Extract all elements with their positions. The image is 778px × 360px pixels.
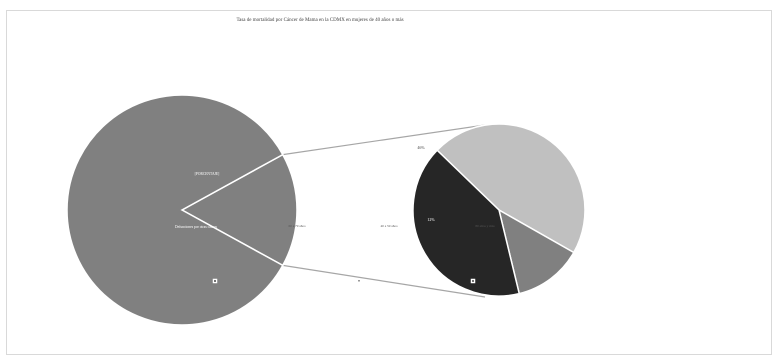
connector-line-bottom bbox=[282, 264, 486, 298]
connector-line-top bbox=[282, 124, 486, 156]
category-label-80-anos-y-mas: 80 años y más bbox=[475, 224, 495, 228]
category-label-60-a-79-anos: 60 a 79 años bbox=[288, 224, 306, 228]
secondary-pie-slice-60-a-79-anos[interactable] bbox=[497, 208, 575, 295]
data-label-80-anos-y-mas: 12% bbox=[427, 217, 435, 222]
data-label-40-a-59-anos: 46% bbox=[417, 145, 425, 150]
secondary-pie-slice-80-anos-y-mas[interactable] bbox=[412, 149, 521, 297]
main-pie-label-porcentaje: [PORCENTAJE] bbox=[195, 172, 220, 176]
chart-title: Tasa de mortalidad por Cáncer de Mama en… bbox=[236, 18, 404, 23]
connector-lines bbox=[282, 124, 486, 298]
connector-handle[interactable] bbox=[358, 280, 360, 282]
main-pie-label-defunciones-por-otras-causas: Defunciones por otras causas bbox=[175, 225, 218, 229]
pie-labels: [PORCENTAJE] Defunciones por otras causas… bbox=[175, 145, 495, 229]
main-pie-slice-porcentaje[interactable] bbox=[180, 153, 298, 267]
secondary-pie-slice-40-a-59-anos[interactable] bbox=[436, 123, 586, 254]
selection-marker-secondary-dot bbox=[472, 280, 474, 282]
secondary-pie bbox=[412, 123, 586, 297]
selection-markers bbox=[212, 278, 476, 284]
selection-marker-main-dot bbox=[214, 280, 216, 282]
category-label-40-a-59-anos: 40 a 59 años bbox=[380, 224, 398, 228]
main-pie-slice-defunciones-por-otras-causas[interactable] bbox=[66, 94, 284, 326]
main-pie bbox=[66, 94, 298, 326]
